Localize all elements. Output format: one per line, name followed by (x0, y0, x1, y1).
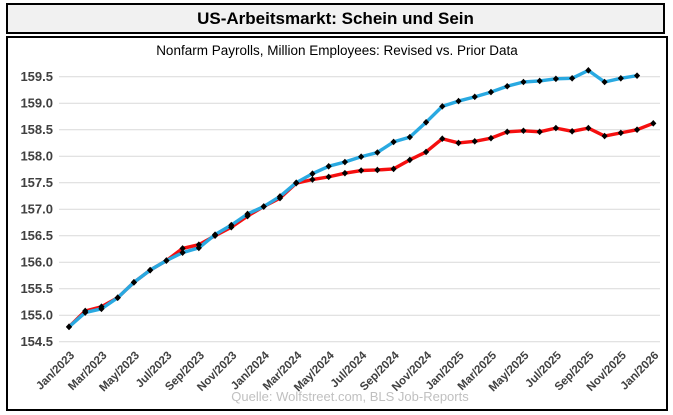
y-tick-label: 159.5 (20, 69, 53, 84)
data-point-marker (358, 167, 365, 174)
data-point-marker (390, 165, 397, 173)
data-point-marker (439, 135, 446, 143)
data-point-marker (179, 245, 186, 252)
chart-subtitle: Nonfarm Payrolls, Million Employees: Rev… (156, 43, 518, 58)
data-point-marker (455, 97, 462, 105)
data-point-marker (114, 294, 121, 302)
y-tick-label: 156.0 (20, 255, 53, 270)
data-point-marker (228, 221, 235, 229)
data-point-marker (211, 231, 219, 238)
data-point-marker (276, 193, 284, 200)
data-point-marker (633, 72, 641, 79)
chart-header-band: US-Arbeitsmarkt: Schein und Sein (6, 3, 665, 34)
data-point-marker (439, 103, 446, 110)
data-point-marker (536, 128, 543, 136)
data-point-marker (98, 305, 105, 313)
data-point-marker (504, 128, 511, 136)
data-point-marker (520, 78, 527, 86)
data-point-marker (617, 129, 624, 137)
data-point-marker (130, 279, 138, 286)
data-point-marker (406, 133, 413, 141)
chart-area: Nonfarm Payrolls, Million Employees: Rev… (6, 36, 668, 411)
data-point-marker (552, 124, 559, 132)
y-tick-label: 159.0 (20, 96, 53, 111)
y-tick-label: 155.0 (20, 308, 53, 323)
data-point-marker (520, 127, 527, 135)
y-tick-label: 156.5 (20, 228, 53, 243)
y-tick-label: 157.0 (20, 202, 53, 217)
data-point-marker (471, 93, 478, 101)
data-point-marker (163, 257, 170, 264)
data-point-marker (309, 176, 316, 183)
y-tick-label: 158.0 (20, 149, 53, 164)
chart-title: US-Arbeitsmarkt: Schein und Sein (197, 8, 474, 28)
data-point-marker (390, 138, 397, 146)
data-point-marker (195, 244, 202, 252)
data-point-marker (260, 203, 267, 210)
data-point-marker (650, 120, 657, 127)
data-point-marker (82, 309, 89, 316)
data-point-marker (601, 78, 608, 86)
data-point-marker (374, 149, 381, 156)
data-point-marker (601, 132, 608, 140)
data-point-marker (374, 166, 381, 174)
line-chart-svg: 159.5 159.0 158.5 158.0 157.5 157.0 156.5 156.0… (20, 67, 661, 404)
data-point-marker (617, 74, 624, 82)
data-point-marker (422, 118, 430, 126)
data-point-marker (309, 170, 316, 177)
y-tick-label: 157.5 (20, 175, 53, 190)
data-point-marker (585, 67, 592, 74)
y-tick-label: 155.5 (20, 281, 53, 296)
data-point-marker (244, 210, 251, 218)
data-point-marker (471, 138, 478, 145)
data-point-marker (325, 173, 332, 181)
data-point-marker (325, 162, 332, 170)
data-point-marker (504, 82, 511, 90)
data-point-marker (341, 169, 349, 177)
data-point-marker (569, 127, 576, 135)
y-tick-label: 154.5 (20, 334, 53, 349)
data-point-marker (293, 179, 300, 186)
data-point-marker (341, 158, 349, 166)
data-point-marker (406, 156, 413, 164)
data-point-marker (179, 249, 186, 256)
source-credit: Quelle: Wolfstreet.com, BLS Job-Reports (231, 389, 469, 404)
data-point-marker (536, 77, 543, 85)
data-point-marker (147, 266, 154, 274)
y-tick-label: 158.5 (20, 122, 53, 137)
data-point-marker (422, 148, 430, 156)
data-point-marker (487, 134, 495, 142)
